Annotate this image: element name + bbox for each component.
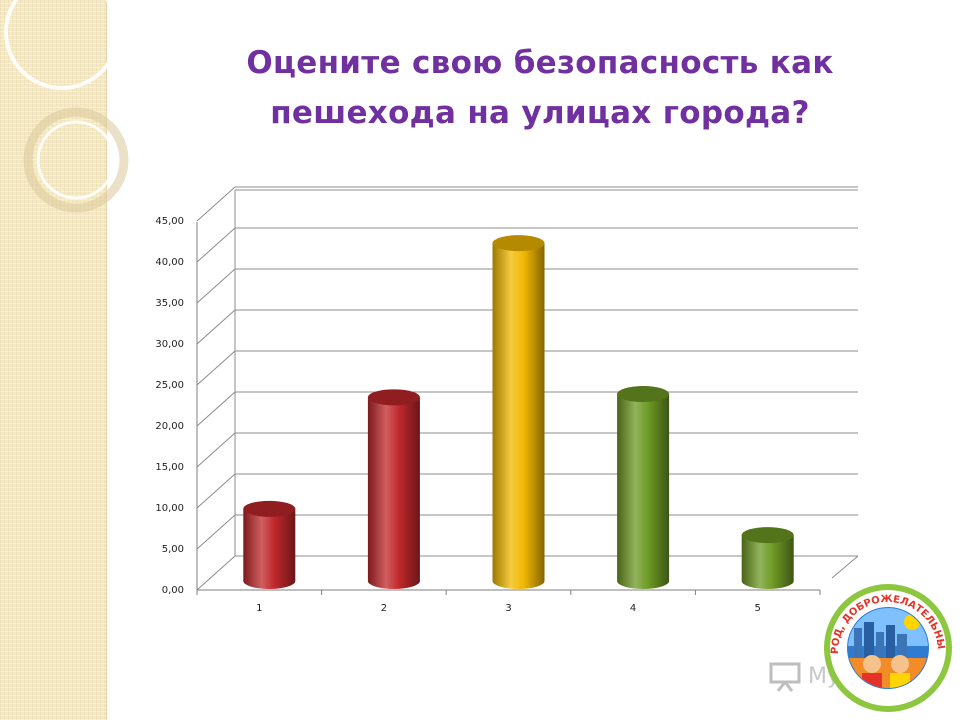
grid-line-depth — [196, 432, 236, 468]
grid-line-depth — [196, 309, 236, 345]
x-tick-label: 4 — [630, 603, 636, 614]
bar-top — [741, 527, 794, 544]
grid-line-depth — [196, 391, 236, 427]
y-tick-label: 45,00 — [155, 216, 184, 227]
bar-top — [492, 235, 545, 252]
y-tick-label: 10,00 — [155, 503, 184, 514]
y-tick-label: 35,00 — [155, 298, 184, 309]
bar-body — [617, 394, 670, 589]
slide-title-line-1: Оцените свою безопасность как — [246, 45, 834, 81]
bar-3 — [492, 235, 545, 589]
floor-right-edge — [831, 555, 859, 579]
y-tick-label: 40,00 — [155, 257, 184, 268]
bar-body — [367, 397, 420, 589]
y-tick-label: 20,00 — [155, 421, 184, 432]
bar-top — [243, 500, 296, 517]
y-tick-label: 25,00 — [155, 380, 184, 391]
slide-title-line-2: пешехода на улицах города? — [270, 95, 810, 131]
city-logo: ПЕРМЬ-ГОРОД, ДОБРОЖЕЛАТЕЛЬНЫЙ К ДЕТЯМ — [820, 578, 952, 712]
bar-body — [741, 535, 794, 589]
decorative-circles — [4, 0, 129, 213]
x-tick-label: 3 — [505, 603, 511, 614]
bar-5 — [741, 527, 794, 589]
grid-line-depth — [196, 350, 236, 386]
bar-2 — [367, 389, 420, 589]
grid-line-depth — [196, 186, 236, 222]
slide-title: Оцените свою безопасность как пешехода н… — [200, 38, 880, 138]
bar-body — [243, 508, 296, 589]
bar-body — [492, 243, 545, 589]
y-tick-label: 15,00 — [155, 462, 184, 473]
x-tick-label: 2 — [381, 603, 387, 614]
chart-bars — [243, 235, 794, 589]
y-tick-label: 5,00 — [162, 544, 184, 555]
bar-1 — [243, 500, 296, 589]
bar-top — [367, 389, 420, 406]
grid-line-depth — [196, 514, 236, 550]
grid-line-depth — [196, 555, 236, 591]
y-tick-label: 0,00 — [162, 585, 184, 596]
chart-axes — [196, 222, 821, 595]
grid-line-depth — [196, 268, 236, 304]
bar-top — [617, 386, 670, 403]
grid-line-depth — [196, 473, 236, 509]
presentation-icon — [769, 662, 801, 692]
x-tick-label: 5 — [755, 603, 761, 614]
y-tick-label: 30,00 — [155, 339, 184, 350]
chart-labels: 0,00 5,00 10,00 15,00 20,00 25,00 30,00 35,00 40… — [155, 216, 761, 614]
x-tick-label: 1 — [256, 603, 262, 614]
grid-line-depth — [196, 227, 236, 263]
bar-4 — [617, 386, 670, 589]
